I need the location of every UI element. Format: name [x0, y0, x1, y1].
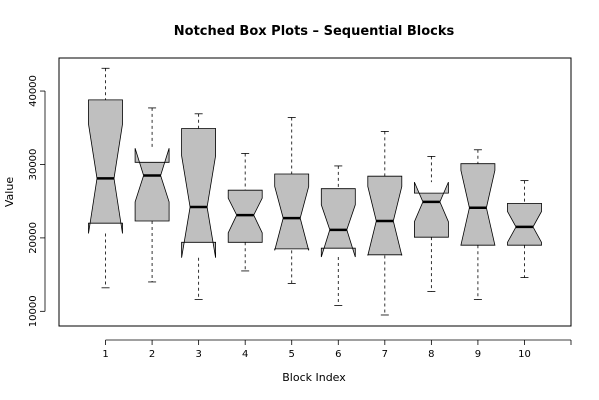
box-group-8: [413, 155, 449, 292]
box-group-6: [320, 165, 356, 306]
box-group-2: [134, 107, 170, 283]
box-group-3: [181, 113, 217, 300]
y-tick-label: 20000: [28, 222, 39, 254]
box-body: [134, 148, 170, 222]
box-group-1: [88, 67, 123, 289]
y-axis-label: Value: [3, 177, 16, 207]
box-body: [320, 188, 356, 258]
box-body: [88, 99, 123, 234]
x-tick-label-7: 7: [382, 349, 388, 360]
y-tick-label: 40000: [28, 75, 39, 107]
chart-title: Notched Box Plots – Sequential Blocks: [174, 24, 455, 39]
x-tick-label-3: 3: [195, 349, 201, 360]
box-body: [507, 202, 542, 246]
box-body: [274, 173, 310, 251]
y-axis: 10000 20000 30000 40000: [28, 75, 46, 327]
box-group-10: [507, 180, 542, 278]
x-tick-label-6: 6: [335, 349, 341, 360]
y-tick-label: 10000: [28, 295, 39, 327]
x-tick-label-9: 9: [475, 349, 481, 360]
x-axis: 1 2 3 4 5 6 7 8 9 10: [102, 339, 572, 360]
box-body: [460, 163, 496, 246]
box-group-4: [227, 153, 263, 272]
x-tick-label-2: 2: [149, 349, 155, 360]
boxes-layer: [88, 67, 542, 316]
x-axis-label: Block Index: [282, 371, 346, 384]
y-tick-label: 30000: [28, 149, 39, 181]
box-body: [367, 175, 403, 256]
plot-area-frame: [58, 57, 572, 327]
box-group-7: [367, 131, 403, 316]
x-tick-label-1: 1: [102, 349, 108, 360]
box-group-9: [460, 149, 496, 300]
box-group-5: [274, 117, 310, 284]
x-tick-label-4: 4: [242, 349, 248, 360]
box-body: [181, 128, 217, 258]
x-tick-label-8: 8: [428, 349, 434, 360]
box-body: [413, 181, 449, 238]
x-tick-label-10: 10: [518, 349, 531, 360]
x-tick-label-5: 5: [289, 349, 295, 360]
